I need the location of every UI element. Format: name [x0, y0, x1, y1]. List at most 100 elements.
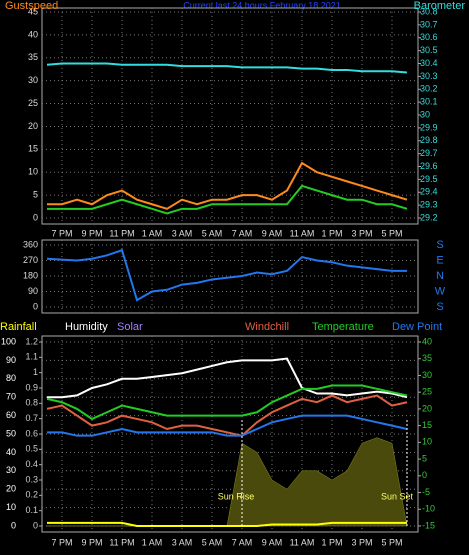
y2-tick-label: 29.8 — [420, 135, 438, 145]
x-tick-label: 11 PM — [109, 537, 134, 547]
y-tick-label: 20 — [6, 484, 16, 494]
x-tick-label: 1 AM — [142, 537, 163, 547]
compass-label: S — [436, 301, 443, 313]
x-tick-label: 7 PM — [51, 537, 72, 547]
x-tick-label: 11 AM — [290, 537, 315, 547]
y-tick-label: 40 — [28, 29, 38, 39]
solar-area — [47, 437, 408, 527]
series-line — [47, 521, 407, 527]
x-tick-label: 1 PM — [321, 228, 342, 238]
legend-entry: Dew Point — [392, 321, 442, 333]
y3-tick-label: 0 — [33, 520, 38, 530]
y2-tick-label: 30.8 — [420, 6, 438, 16]
y-tick-label: 5 — [33, 189, 38, 199]
x-tick-label: 5 PM — [381, 537, 402, 547]
series-line — [46, 384, 408, 421]
series-line — [46, 394, 408, 437]
y-tick-label: 0 — [33, 212, 38, 222]
x-tick-label: 3 PM — [351, 537, 372, 547]
y-tick-label: 15 — [28, 144, 38, 154]
y2-tick-label: 29.4 — [420, 187, 438, 197]
y-tick-label: 70 — [6, 392, 16, 402]
y-tick-label: 80 — [6, 373, 16, 383]
y2-tick-label: 30 — [422, 370, 432, 380]
sunset-label: Sun Set — [381, 491, 414, 501]
y2-tick-label: 0 — [422, 470, 427, 480]
x-tick-label: 11 AM — [290, 228, 315, 238]
y2-tick-label: 30.4 — [420, 58, 438, 68]
y2-tick-label: -5 — [422, 487, 430, 497]
plot-frame — [41, 7, 419, 225]
x-tick-label: 5 PM — [381, 228, 402, 238]
y3-tick-label: 0.6 — [25, 428, 38, 438]
y3-tick-label: 0.3 — [25, 474, 38, 484]
y3-tick-label: 0.7 — [25, 413, 38, 423]
y2-tick-label: 29.2 — [420, 212, 438, 222]
series-line — [47, 161, 408, 210]
legend-entry: Windchill — [245, 321, 289, 333]
x-tick-label: 7 PM — [51, 228, 72, 238]
chart-title: Current last 24 hours February 18 2021 — [183, 0, 341, 10]
y-tick-label: 180 — [23, 270, 38, 280]
y-tick-label: 10 — [6, 502, 16, 512]
y-tick-label: 360 — [23, 239, 38, 249]
series-line — [46, 248, 407, 302]
y2-tick-label: 20 — [422, 403, 432, 413]
legend-entry: Humidity — [65, 321, 108, 333]
y-tick-label: 30 — [28, 75, 38, 85]
y2-tick-label: 30.5 — [420, 45, 438, 55]
x-tick-label: 1 PM — [321, 537, 342, 547]
y-tick-label: 60 — [6, 410, 16, 420]
x-tick-label: 5 AM — [202, 228, 223, 238]
y2-tick-label: 30.1 — [420, 97, 438, 107]
y-tick-label: 270 — [23, 255, 38, 265]
y3-tick-label: 1 — [33, 367, 38, 377]
y2-tick-label: -10 — [422, 504, 435, 514]
y2-tick-label: 30.3 — [420, 71, 438, 81]
y-tick-label: 45 — [28, 6, 38, 16]
y2-tick-label: 35 — [422, 353, 432, 363]
y2-tick-label: 29.6 — [420, 161, 438, 171]
x-tick-label: 3 AM — [172, 537, 193, 547]
y2-tick-label: -15 — [422, 520, 435, 530]
y3-tick-label: 1.1 — [25, 352, 38, 362]
series-line — [46, 62, 408, 74]
compass-label: W — [435, 285, 446, 297]
y3-tick-label: 0.9 — [25, 382, 38, 392]
y2-tick-label: 29.7 — [420, 148, 438, 158]
x-tick-label: 5 AM — [202, 537, 223, 547]
y2-tick-label: 30.2 — [420, 84, 438, 94]
series-line — [47, 414, 408, 437]
y3-tick-label: 1.2 — [25, 336, 38, 346]
y-tick-label: 25 — [28, 98, 38, 108]
y3-tick-label: 0.8 — [25, 398, 38, 408]
y2-tick-label: 29.9 — [420, 122, 438, 132]
x-tick-label: 9 PM — [81, 537, 102, 547]
compass-label: E — [436, 254, 443, 266]
x-tick-label: 7 AM — [232, 537, 253, 547]
y-tick-label: 10 — [28, 167, 38, 177]
x-tick-label: 9 AM — [262, 228, 283, 238]
y-tick-label: 30 — [6, 465, 16, 475]
y-tick-label: 90 — [28, 286, 38, 296]
y-tick-label: 20 — [28, 121, 38, 131]
y-tick-label: 40 — [6, 447, 16, 457]
y2-tick-label: 29.5 — [420, 174, 438, 184]
y-tick-label: 35 — [28, 52, 38, 62]
x-tick-label: 9 AM — [262, 537, 283, 547]
y2-tick-label: 29.3 — [420, 200, 438, 210]
y2-tick-label: 30.6 — [420, 32, 438, 42]
series-line — [47, 357, 408, 399]
y3-tick-label: 0.5 — [25, 444, 38, 454]
y-tick-label: 0 — [11, 520, 16, 530]
legend-entry: Gustspeed — [5, 0, 58, 12]
y3-tick-label: 0.2 — [25, 490, 38, 500]
compass-label: N — [436, 270, 444, 282]
y-tick-label: 90 — [6, 355, 16, 365]
y-tick-label: 100 — [1, 336, 16, 346]
x-tick-label: 3 AM — [172, 228, 193, 238]
y2-tick-label: 30 — [420, 109, 430, 119]
y2-tick-label: 30.7 — [420, 19, 438, 29]
